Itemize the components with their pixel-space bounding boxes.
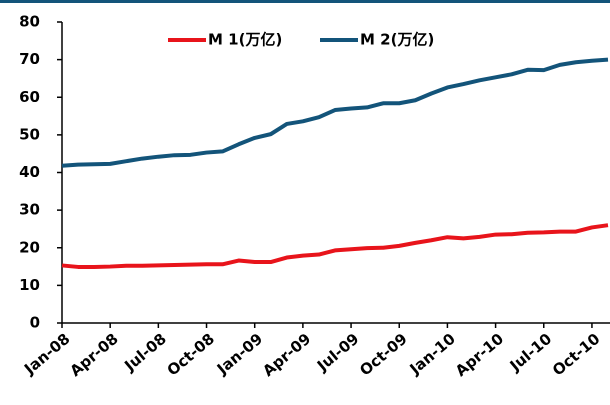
x-tick-label: Jul-08 [120,330,170,376]
top-border [0,0,610,3]
x-tick-label: Jan-10 [406,330,459,379]
x-tick-label: Jan-09 [213,330,266,379]
y-tick-label: 20 [19,238,40,256]
x-tick-label: Jan-08 [20,330,73,379]
y-tick-label: 80 [19,13,40,31]
x-tick-label: Oct-08 [164,330,218,380]
y-tick-label: 70 [19,50,40,68]
y-tick-label: 50 [19,125,40,143]
x-tick-label: Oct-10 [549,330,603,380]
legend-label: M 2(万亿) [360,31,434,49]
legend-label: M 1(万亿) [208,31,282,49]
y-tick-label: 30 [19,201,40,219]
x-tick-label: Apr-08 [67,330,122,380]
y-tick-label: 0 [30,314,40,332]
x-tick-label: Jul-10 [506,330,556,376]
series-line [61,223,609,269]
x-tick-label: Apr-09 [259,330,314,380]
y-tick-label: 40 [19,163,40,181]
x-tick-label: Jul-09 [313,330,363,376]
series-line [61,57,609,168]
x-tick-label: Apr-10 [452,330,507,380]
y-tick-label: 60 [19,88,40,106]
x-tick-label: Oct-09 [356,330,410,380]
y-tick-label: 10 [19,276,40,294]
